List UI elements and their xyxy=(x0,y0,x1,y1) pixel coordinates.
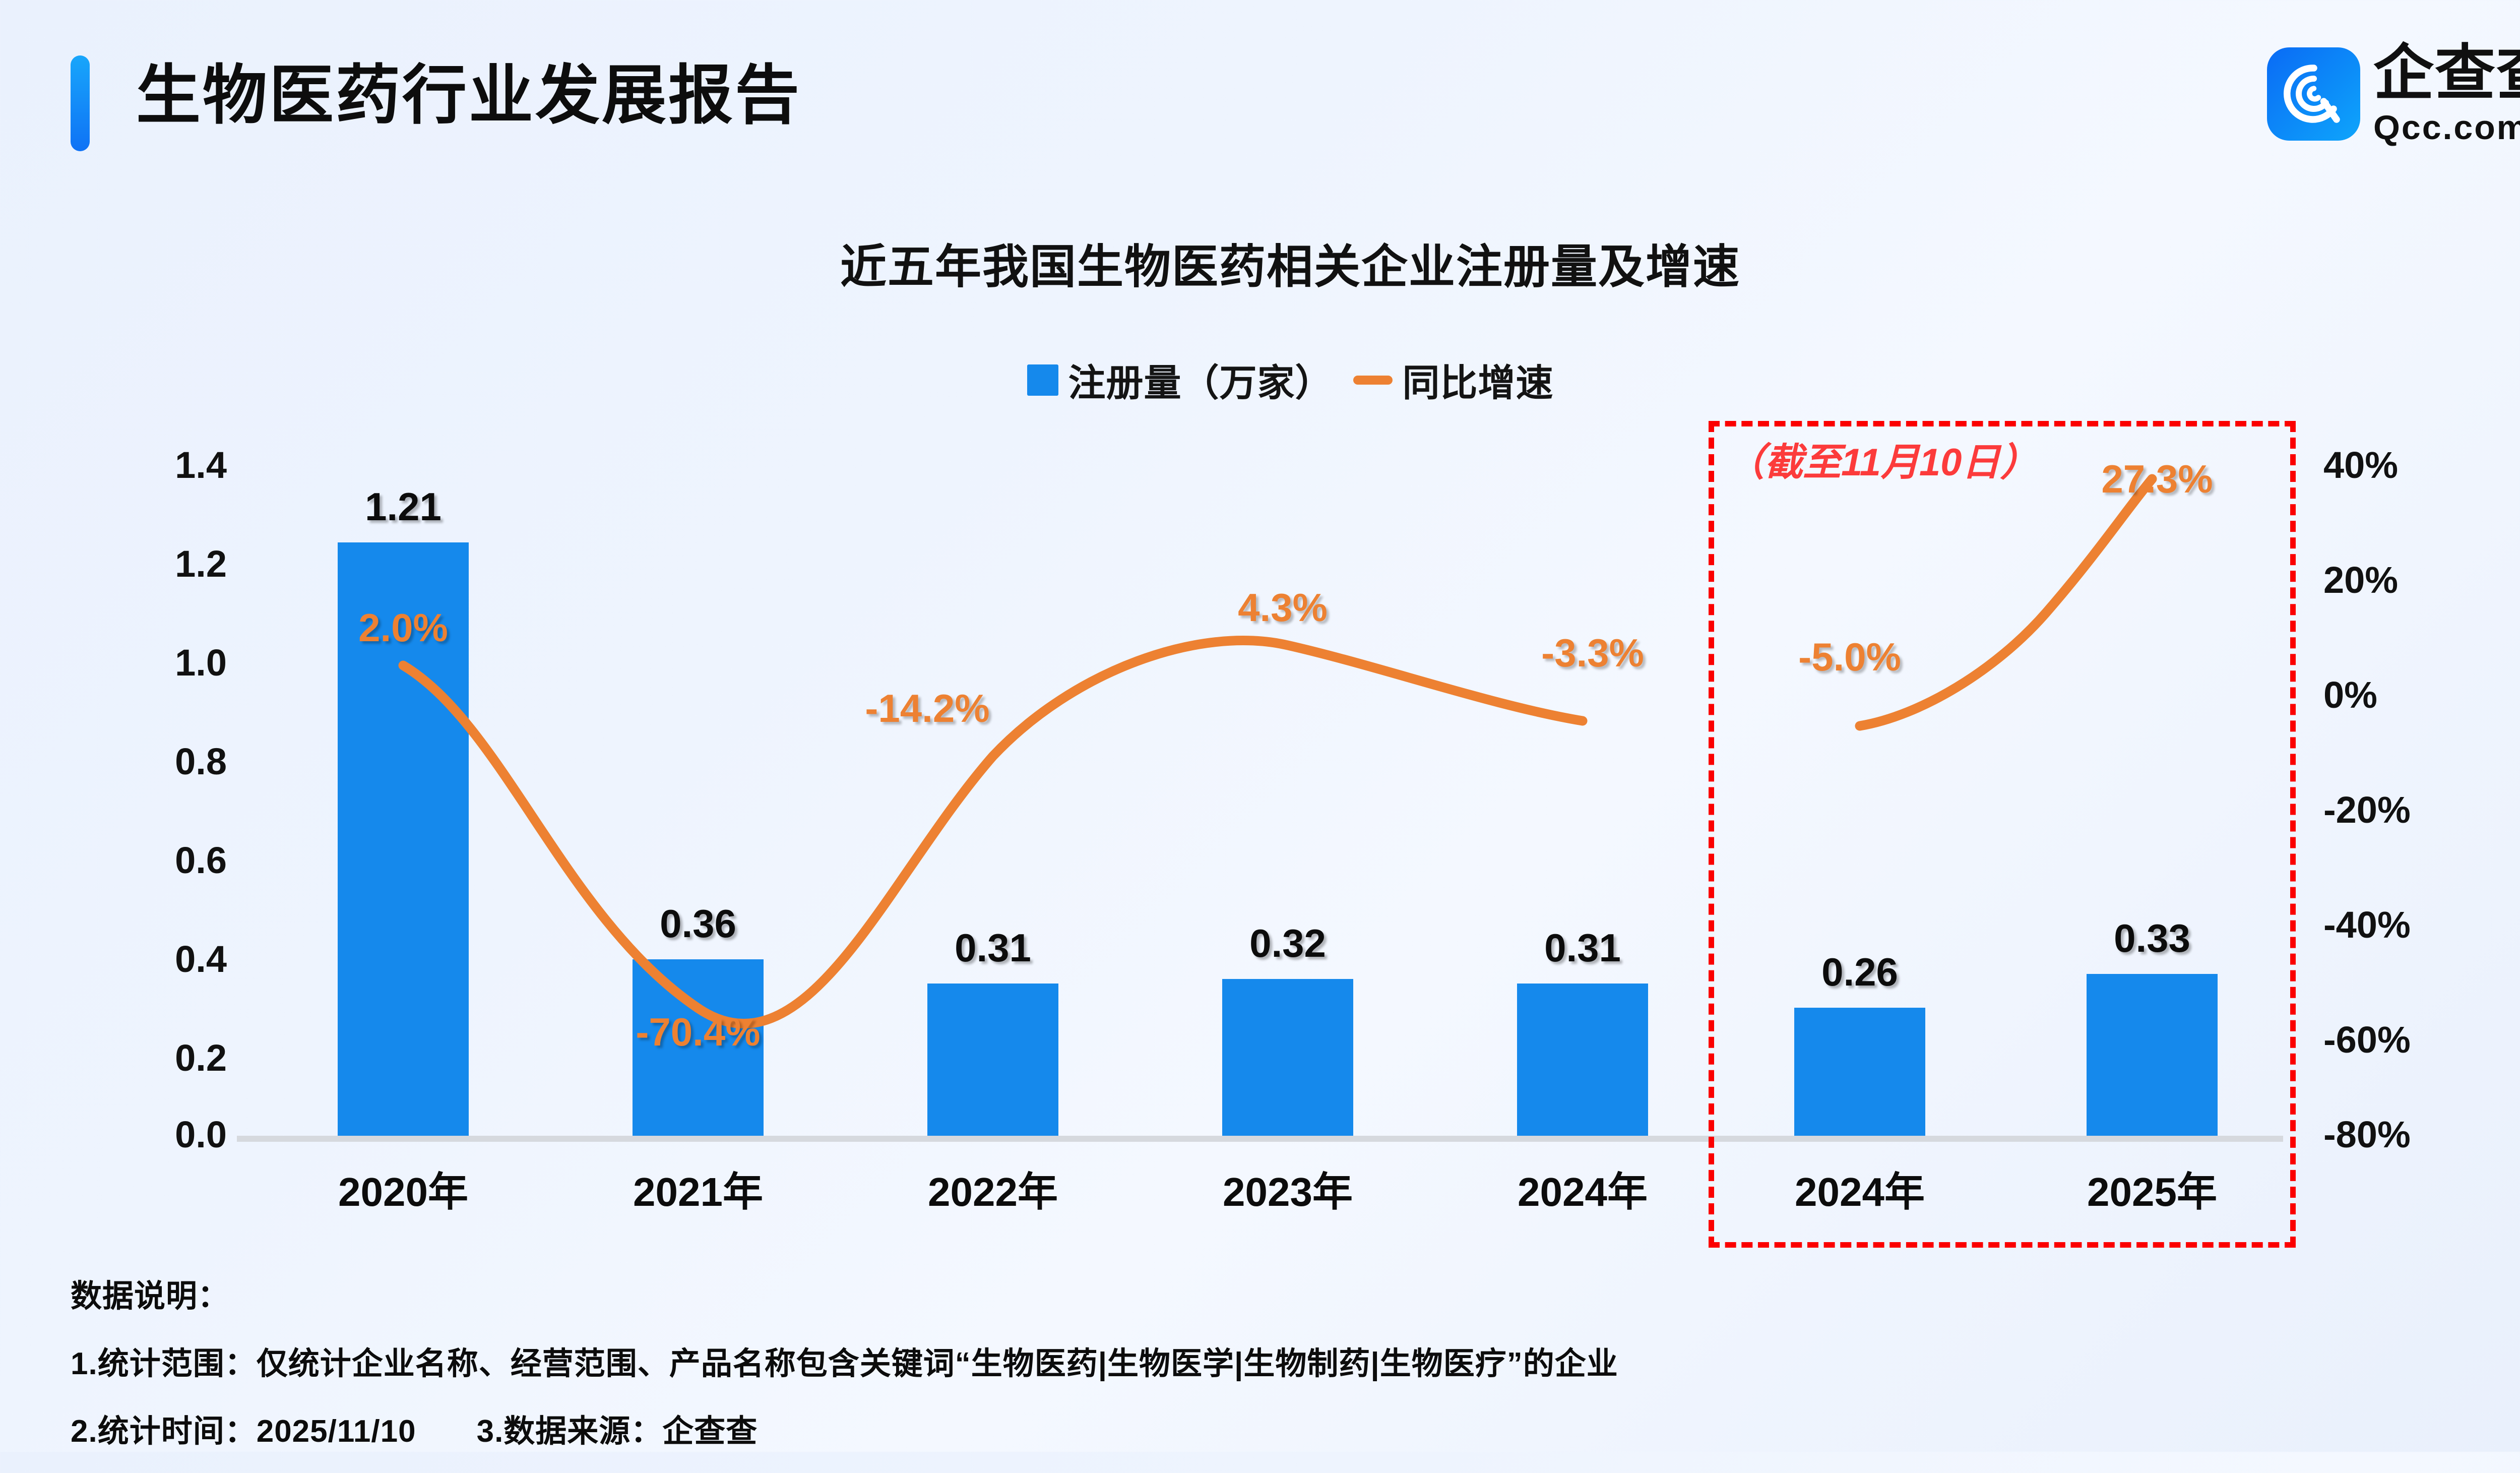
y-right-tick: -40% xyxy=(2323,904,2411,946)
legend-label-line: 同比增速 xyxy=(1402,362,1554,404)
footer-note-time: 2.统计时间：2025/11/10 xyxy=(71,1414,416,1449)
y-right-tick: -20% xyxy=(2323,789,2411,831)
growth-label: -5.0% xyxy=(1798,635,1901,679)
y-right-tick: 0% xyxy=(2323,674,2377,716)
growth-label: -70.4% xyxy=(636,1010,761,1054)
logo-brand-cn: 企查查 xyxy=(2373,39,2520,107)
legend-label-bar: 注册量（万家） xyxy=(1068,362,1333,404)
x-tick-2024-ytd: 2024年 xyxy=(1795,1170,1925,1214)
y-left-tick: 0.0 xyxy=(175,1114,227,1155)
x-tick-2021: 2021年 xyxy=(633,1170,763,1214)
y-left-tick: 0.8 xyxy=(175,741,227,782)
growth-rate-line xyxy=(398,474,2157,1028)
growth-label: 27.3% xyxy=(2101,457,2213,501)
y-right-tick: 40% xyxy=(2323,444,2399,486)
y-left-tick: 0.6 xyxy=(175,839,227,881)
y-right-tick: -80% xyxy=(2323,1114,2411,1155)
growth-label: -3.3% xyxy=(1541,631,1644,675)
bar-2024-ytd[interactable] xyxy=(1794,1008,1925,1136)
bar-value-label: 0.26 xyxy=(1821,950,1898,994)
footer-note-scope: 1.统计范围：仅统计企业名称、经营范围、产品名称包含关键词“生物医药|生物医学|… xyxy=(71,1346,1618,1381)
legend-item-bar[interactable]: 注册量（万家） xyxy=(1027,353,1333,407)
y-right-tick: -60% xyxy=(2323,1019,2411,1061)
bar-2025-ytd[interactable] xyxy=(2087,974,2218,1136)
forecast-box-note: （截至11月10日） xyxy=(1726,441,2039,484)
y-right-tick: 20% xyxy=(2323,559,2399,601)
legend-item-line[interactable]: 同比增速 xyxy=(1353,353,1554,407)
bar-value-label: 0.32 xyxy=(1249,921,1326,965)
chart-title: 近五年我国生物医药相关企业注册量及增速 xyxy=(840,241,1740,293)
page-header: 生物医药行业发展报告 企查查 Qcc.com xyxy=(0,0,2520,197)
bar-2020[interactable] xyxy=(338,542,469,1136)
growth-label: 4.3% xyxy=(1238,585,1328,630)
chart-legend: 注册量（万家） 同比增速 xyxy=(0,353,2520,407)
growth-label: 2.0% xyxy=(358,605,448,650)
bar-value-label: 0.36 xyxy=(660,901,736,946)
legend-square-icon xyxy=(1027,364,1058,396)
bar-2024[interactable] xyxy=(1517,984,1648,1136)
x-tick-2023: 2023年 xyxy=(1223,1170,1353,1214)
y-left-tick: 1.0 xyxy=(175,642,227,684)
y-left-tick: 1.2 xyxy=(175,543,227,585)
footer-heading: 数据说明： xyxy=(71,1279,230,1314)
x-tick-2022: 2022年 xyxy=(928,1170,1058,1214)
footer-note-source: 3.数据来源：企查查 xyxy=(476,1414,758,1449)
x-tick-2024: 2024年 xyxy=(1518,1170,1648,1214)
bar-value-label: 1.21 xyxy=(365,484,442,529)
y-left-tick: 0.4 xyxy=(175,938,227,980)
brand-logo: 企查查 Qcc.com xyxy=(2267,43,2520,145)
x-tick-2025-ytd: 2025年 xyxy=(2087,1170,2217,1214)
y-left-tick: 1.4 xyxy=(175,444,227,486)
forecast-highlight-box xyxy=(1709,421,2296,1248)
page-title: 生物医药行业发展报告 xyxy=(136,59,802,132)
qcc-target-icon xyxy=(2267,47,2360,141)
bar-value-label: 0.31 xyxy=(1544,926,1621,970)
bar-value-label: 0.31 xyxy=(955,926,1031,970)
footer-notes: 数据说明： 1.统计范围：仅统计企业名称、经营范围、产品名称包含关键词“生物医药… xyxy=(71,1270,2439,1473)
bar-2023[interactable] xyxy=(1222,979,1353,1136)
title-accent-bar xyxy=(71,55,90,151)
x-tick-2020: 2020年 xyxy=(338,1170,468,1214)
growth-label: -14.2% xyxy=(865,686,990,730)
x-axis-line xyxy=(237,1136,2283,1142)
y-left-tick: 0.2 xyxy=(175,1037,227,1079)
bar-2021[interactable] xyxy=(633,959,764,1136)
logo-brand-en: Qcc.com xyxy=(2373,108,2520,147)
bar-value-label: 0.33 xyxy=(2114,916,2190,960)
legend-line-icon xyxy=(1353,375,1393,385)
bar-2022[interactable] xyxy=(927,984,1058,1136)
